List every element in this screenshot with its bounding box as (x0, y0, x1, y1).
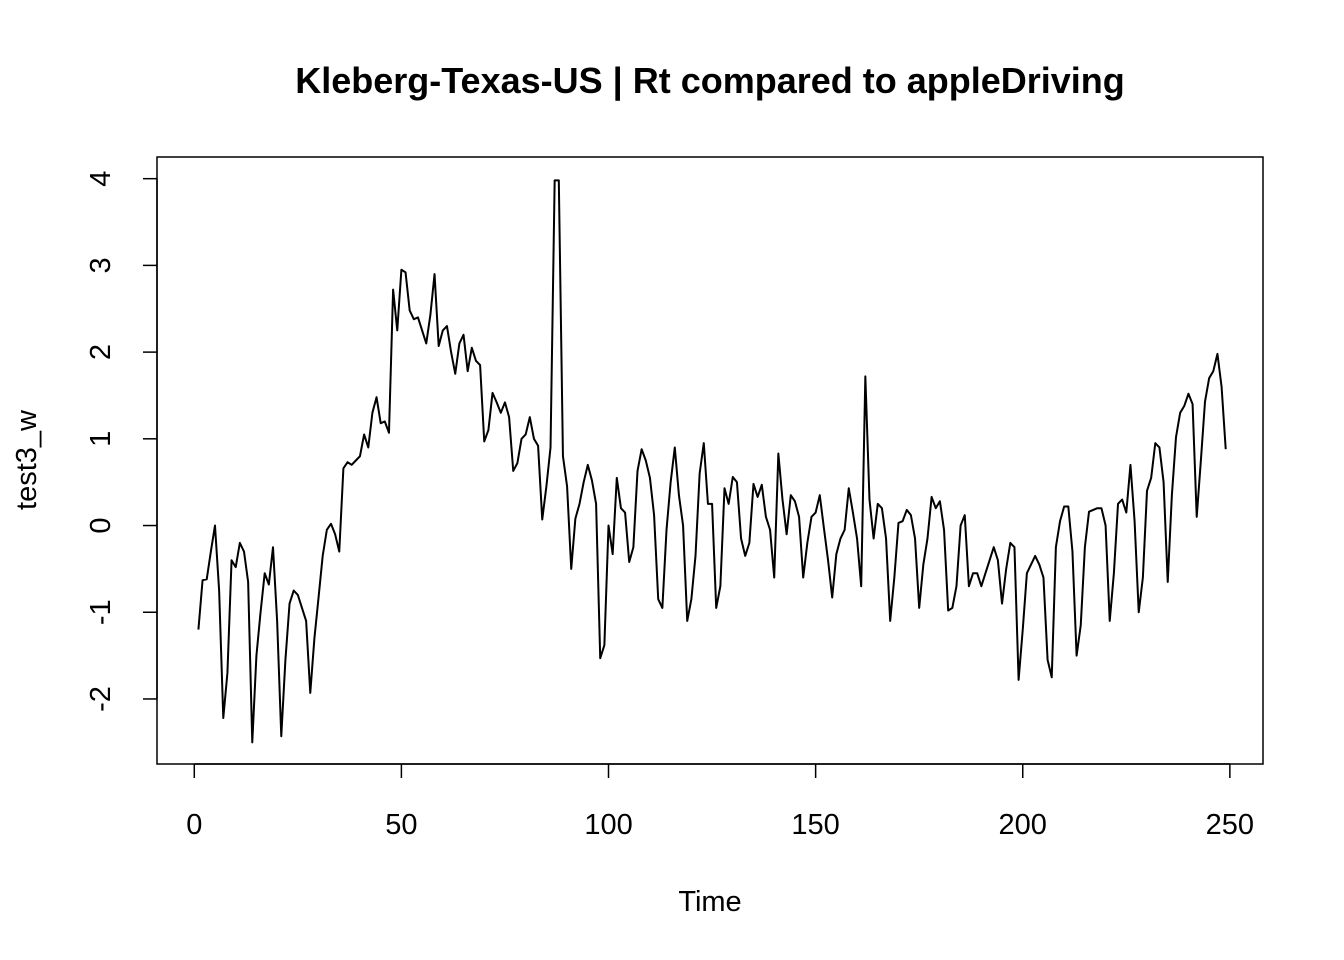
y-tick-label: -1 (85, 599, 117, 625)
y-tick-label: -2 (85, 686, 117, 712)
y-tick-label: 1 (85, 431, 117, 447)
y-tick-label: 3 (85, 257, 117, 273)
y-axis-label: test3_w (11, 409, 43, 510)
series-line-0 (197, 179, 1227, 744)
y-tick-label: 0 (85, 517, 117, 533)
x-tick-label: 100 (584, 809, 632, 841)
x-axis: 0 50 100 150 200 250 (186, 763, 1254, 841)
chart-title: Kleberg-Texas-US | Rt compared to appleD… (295, 60, 1125, 102)
x-tick-label: 250 (1206, 809, 1254, 841)
x-tick-label: 0 (186, 809, 202, 841)
x-tick-label: 50 (385, 809, 417, 841)
x-tick-label: 150 (791, 809, 839, 841)
x-axis-label: Time (678, 886, 741, 918)
plot-frame (156, 156, 1264, 765)
y-tick-label: 4 (85, 171, 117, 187)
y-tick-label: 2 (85, 344, 117, 360)
y-axis: -2 -1 0 1 2 3 4 (85, 171, 158, 712)
x-tick-label: 200 (999, 809, 1047, 841)
plot-area (197, 179, 1227, 744)
